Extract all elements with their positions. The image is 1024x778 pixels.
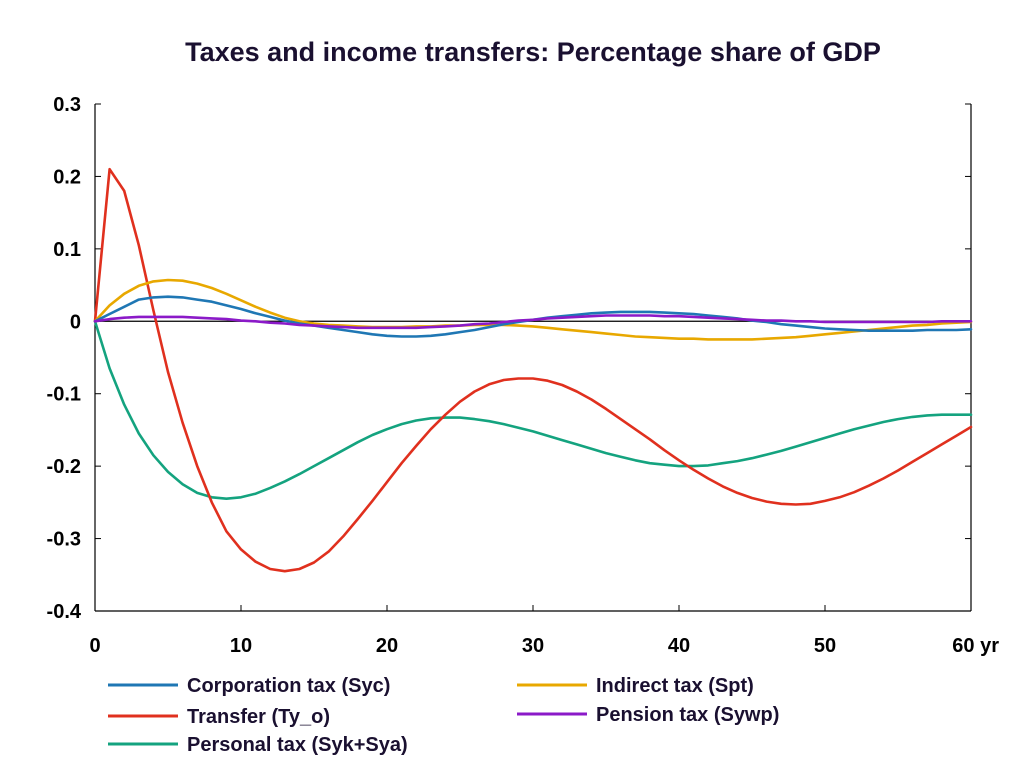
series-line-corporation-tax-syc [93,295,973,338]
series-line-personal-tax-syk-sya [93,320,973,500]
legend-label: Transfer (Ty_o) [187,706,330,728]
axes: -0.4 -0.3 -0.2 -0.1 0 0.1 0.2 0.3 0 10 20 30 40 50 60 … [47,94,1000,657]
legend-label: Personal tax (Syk+Sya) [187,734,408,756]
y-tick-label: -0.3 [47,529,81,551]
x-tick-label: 50 [814,635,836,657]
legend-label: Indirect tax (Spt) [596,675,754,697]
y-tick-label: 0.3 [53,94,81,116]
x-tick-label: 10 [230,635,252,657]
y-tick-label: -0.2 [47,456,81,478]
y-tick-label: 0 [70,311,81,333]
series-line-indirect-tax-spt [93,278,973,341]
x-tick-label: 20 [376,635,398,657]
legend-label: Pension tax (Sywp) [596,704,779,726]
chart-title: Taxes and income transfers: Percentage s… [185,37,881,67]
series-line-transfer-ty-o [93,167,973,573]
x-tick-label: 30 [522,635,544,657]
y-tick-label: 0.2 [53,166,81,188]
legend-label: Corporation tax (Syc) [187,675,390,697]
x-tick-label: 0 [89,635,100,657]
y-tick-label: -0.1 [47,384,81,406]
y-tick-label: -0.4 [47,601,82,623]
series-line-pension-tax-sywp [93,314,973,330]
y-tick-label: 0.1 [53,239,81,261]
x-tick-label: 40 [668,635,690,657]
series-layer [93,167,973,573]
x-tick-label: 60 yr [952,635,999,657]
legend: Corporation tax (Syc) Indirect tax (Spt) T… [108,675,779,756]
